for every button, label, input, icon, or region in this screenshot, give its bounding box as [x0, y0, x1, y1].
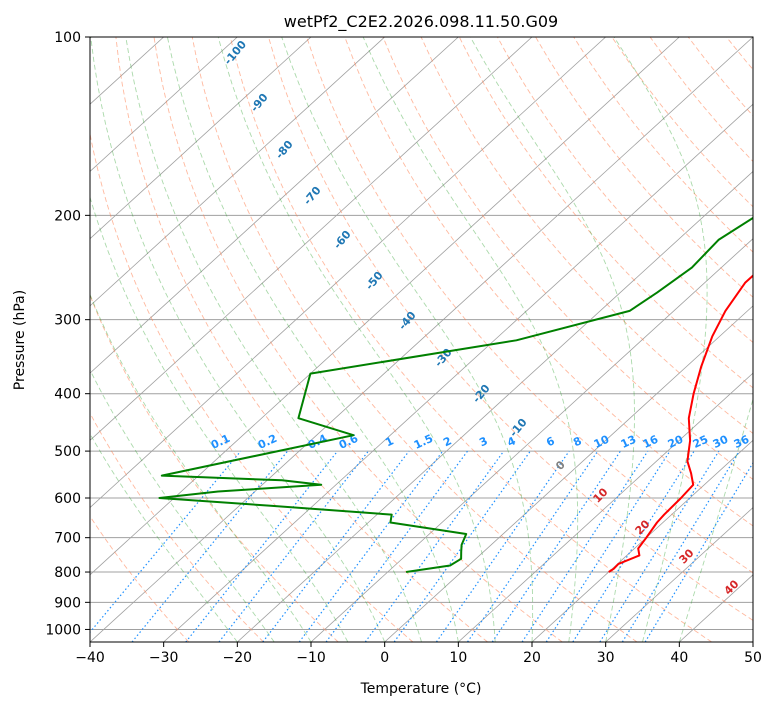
- y-tick-label: 1000: [45, 622, 81, 638]
- x-tick-label: −30: [149, 650, 179, 666]
- x-axis-label: Temperature (°C): [360, 681, 482, 697]
- y-axis-label: Pressure (hPa): [12, 290, 28, 390]
- y-tick-label: 900: [54, 595, 81, 611]
- y-tick-label: 800: [54, 565, 81, 581]
- x-tick-label: −10: [296, 650, 326, 666]
- y-tick-label: 400: [54, 387, 81, 403]
- y-tick-label: 300: [54, 313, 81, 329]
- chart-title: wetPf2_C2E2.2026.098.11.50.G09: [284, 12, 558, 32]
- x-tick-label: 10: [449, 650, 467, 666]
- x-tick-label: −20: [223, 650, 253, 666]
- x-tick-label: 20: [523, 650, 541, 666]
- y-tick-label: 600: [54, 491, 81, 507]
- x-tick-label: 50: [744, 650, 762, 666]
- x-tick-label: 0: [380, 650, 389, 666]
- y-tick-label: 100: [54, 30, 81, 46]
- y-tick-label: 500: [54, 444, 81, 460]
- y-tick-label: 700: [54, 531, 81, 547]
- x-tick-label: −40: [75, 650, 105, 666]
- x-tick-label: 30: [597, 650, 615, 666]
- y-tick-label: 200: [54, 208, 81, 224]
- x-tick-label: 40: [670, 650, 688, 666]
